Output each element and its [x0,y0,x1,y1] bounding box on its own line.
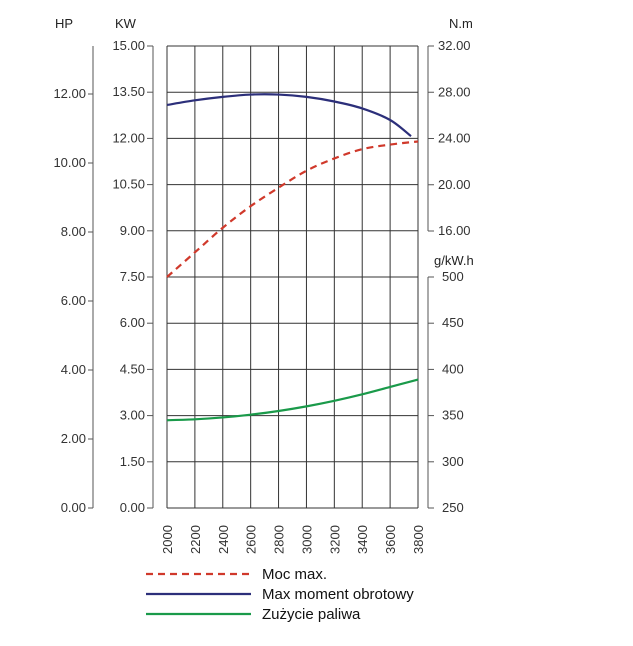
gkwh-tick-label: 350 [442,408,464,423]
gkwh-tick-label: 500 [442,269,464,284]
series-line-1 [166,140,419,278]
x-tick-label: 2000 [160,525,175,554]
series-line-2 [166,93,412,138]
legend: Moc max. Max moment obrotowy Zużycie paliw… [146,566,414,623]
hp-tick-label: 4.00 [61,362,86,377]
kw-tick-label: 15.00 [112,38,145,53]
kw-tick-label: 10.50 [112,177,145,192]
kw-tick-label: 12.00 [112,130,145,145]
kw-tick-label: 7.50 [120,269,145,284]
nm-tick-label: 24.00 [438,131,471,146]
gkwh-axis-label: g/kW.h [434,253,474,268]
kw-tick-label: 13.50 [112,84,145,99]
nm-tick-label: 16.00 [438,223,471,238]
hp-tick-label: 10.00 [53,155,86,170]
nm-tick-label: 28.00 [438,84,471,99]
kw-tick-label: 6.00 [120,315,145,330]
x-tick-label: 2800 [272,525,287,554]
grid [166,45,419,509]
legend-label-1: Moc max. [262,566,327,583]
kw-tick-label: 3.00 [120,408,145,423]
legend-label-2: Max moment obrotowy [262,586,414,603]
kw-tick-label: 1.50 [120,454,145,469]
series-line-3 [166,378,419,422]
hp-tick-label: 2.00 [61,431,86,446]
hp-tick-label: 0.00 [61,500,86,515]
kw-axis-label: KW [115,16,137,31]
series-lines [166,93,419,422]
nm-axis-label: N.m [449,16,473,31]
x-tick-label: 2600 [244,525,259,554]
hp-axis-label: HP [55,16,73,31]
legend-label-3: Zużycie paliwa [262,606,361,623]
x-tick-label: 3000 [299,525,314,554]
kw-tick-label: 9.00 [120,223,145,238]
x-tick-label: 2200 [188,525,203,554]
kw-tick-label: 0.00 [120,500,145,515]
x-tick-label: 2400 [216,525,231,554]
x-tick-label: 3200 [327,525,342,554]
gkwh-tick-label: 250 [442,500,464,515]
x-tick-label: 3600 [383,525,398,554]
nm-tick-label: 20.00 [438,177,471,192]
gkwh-tick-label: 450 [442,315,464,330]
hp-tick-label: 6.00 [61,293,86,308]
axes: 2000 2200 2400 2600 2800 3000 3200 3400 3600 3800… [53,38,470,554]
nm-tick-label: 32.00 [438,38,471,53]
hp-tick-label: 8.00 [61,224,86,239]
gkwh-tick-label: 400 [442,361,464,376]
gkwh-tick-label: 300 [442,454,464,469]
hp-tick-label: 12.00 [53,86,86,101]
x-tick-label: 3800 [411,525,426,554]
x-tick-label: 3400 [355,525,370,554]
kw-tick-label: 4.50 [120,361,145,376]
